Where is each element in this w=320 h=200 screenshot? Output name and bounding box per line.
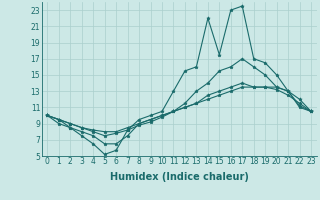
X-axis label: Humidex (Indice chaleur): Humidex (Indice chaleur) bbox=[110, 172, 249, 182]
